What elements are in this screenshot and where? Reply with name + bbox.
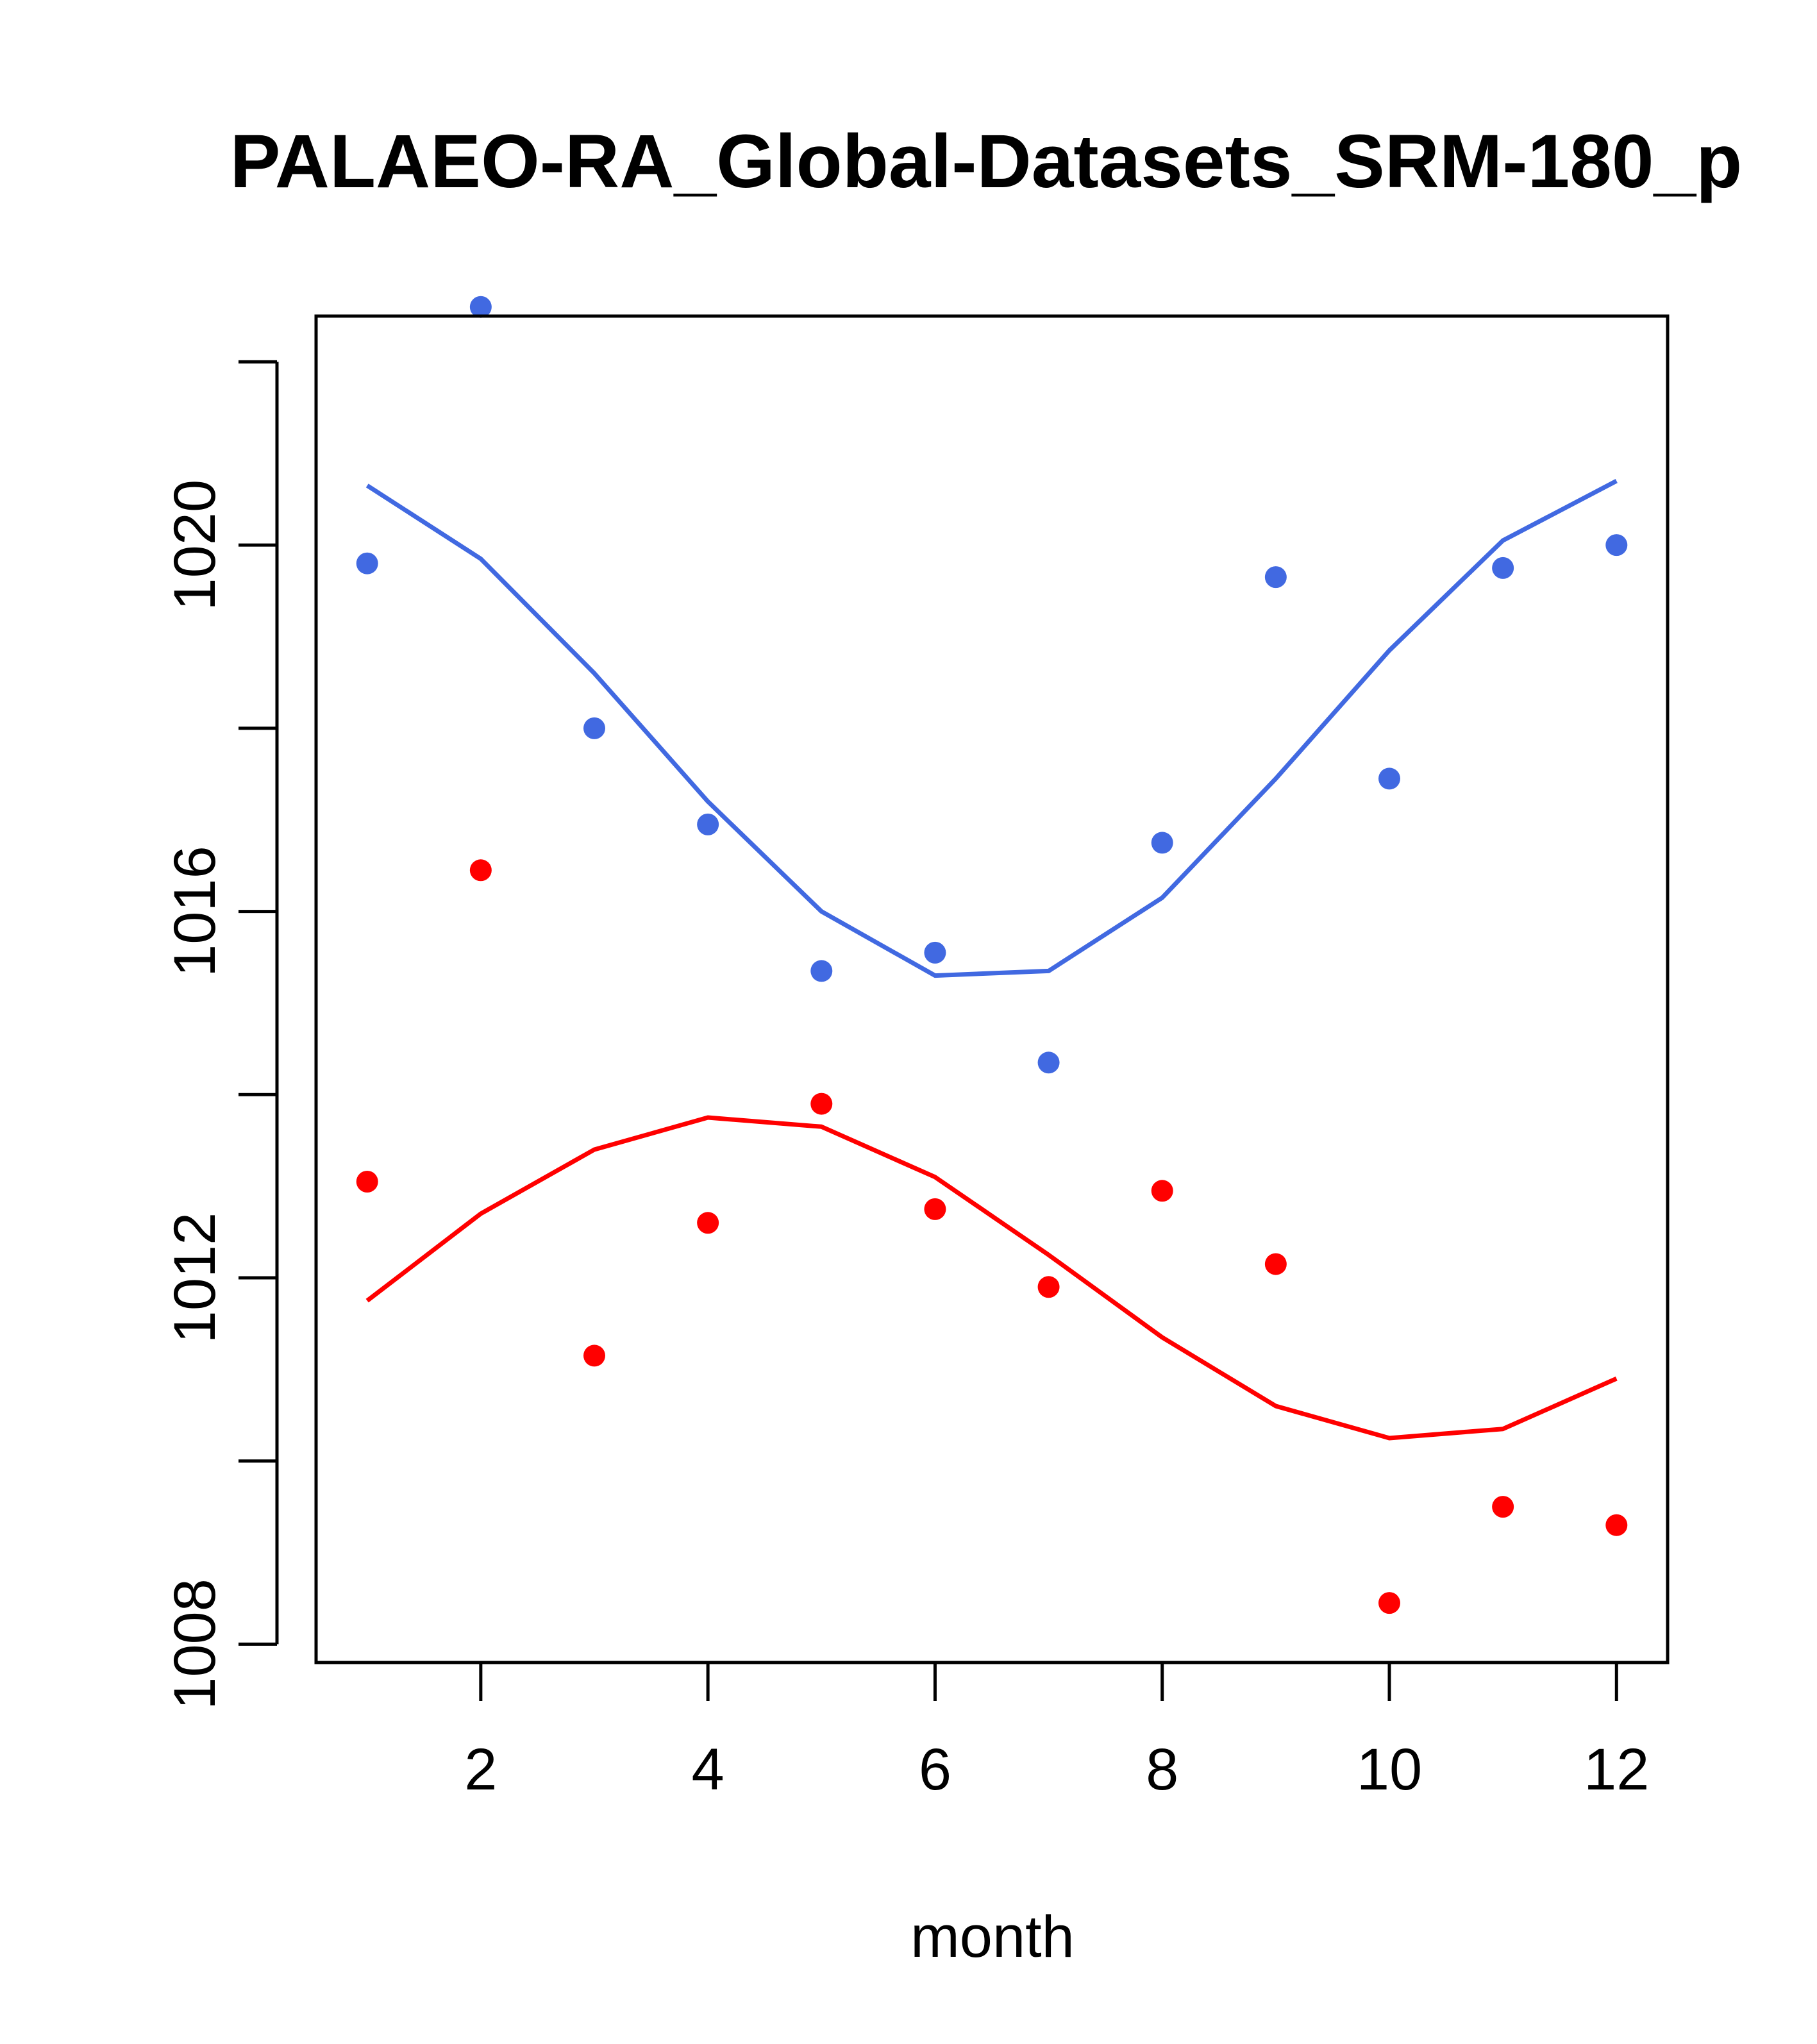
y-tick-label: 1020 (162, 480, 228, 611)
data-point-blue (1605, 534, 1628, 557)
chart-title: PALAEO-RA_Global-Datasets_SRM-180_p (230, 119, 1742, 204)
series-line-red (365, 1115, 1618, 1441)
x-tick-label: 4 (692, 1737, 724, 1802)
data-point-red (356, 1171, 378, 1193)
data-point-blue (469, 296, 492, 318)
data-point-red (1264, 1253, 1287, 1275)
data-point-blue (1378, 767, 1400, 790)
y-tick-label: 1016 (162, 846, 228, 977)
data-point-red (583, 1345, 605, 1367)
data-point-red (1037, 1276, 1060, 1298)
data-point-red (697, 1212, 719, 1234)
data-point-blue (810, 960, 833, 982)
x-tick-label: 12 (1584, 1737, 1649, 1802)
data-point-blue (356, 552, 378, 574)
series-layer (356, 296, 1628, 1614)
series-blue (356, 296, 1628, 1074)
data-point-red (810, 1093, 833, 1115)
y-axis: 1008 1012 1016 1020 (162, 360, 279, 1710)
data-point-blue (1264, 566, 1287, 589)
data-point-red (1151, 1180, 1173, 1202)
data-point-blue (1492, 557, 1514, 579)
x-tick-label: 6 (919, 1737, 951, 1802)
data-point-blue (583, 717, 605, 739)
x-tick-label: 2 (464, 1737, 497, 1802)
y-tick-label: 1012 (162, 1212, 228, 1344)
x-tick-label: 8 (1146, 1737, 1178, 1802)
data-point-red (924, 1198, 946, 1220)
x-tick-label: 10 (1357, 1737, 1422, 1802)
data-point-blue (697, 813, 719, 835)
data-point-red (1378, 1592, 1400, 1614)
data-point-red (1492, 1496, 1514, 1518)
data-point-blue (924, 941, 946, 964)
series-line-blue (365, 479, 1618, 978)
data-point-blue (1151, 832, 1173, 854)
x-axis-label: month (910, 1904, 1075, 1970)
x-axis: 2 4 6 8 10 12 (464, 1661, 1649, 1802)
data-point-blue (1037, 1051, 1060, 1074)
data-point-red (469, 859, 492, 882)
y-tick-label: 1008 (162, 1579, 228, 1710)
series-red (356, 859, 1628, 1614)
data-point-red (1605, 1514, 1628, 1536)
